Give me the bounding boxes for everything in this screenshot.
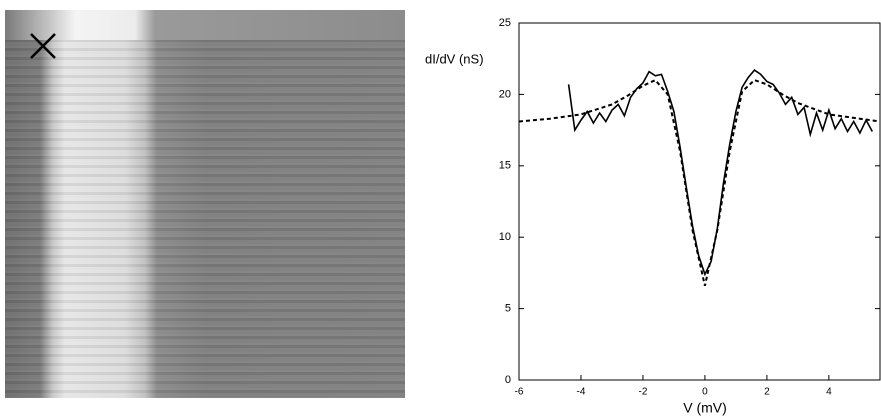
x-tick-label: -6 (515, 387, 524, 398)
y-tick-label: 20 (499, 88, 511, 100)
stm-image (5, 10, 405, 398)
x-tick-label: 2 (764, 387, 770, 398)
x-tick-label: -4 (577, 387, 586, 398)
x-tick-label: 4 (826, 387, 832, 398)
y-tick-label: 25 (499, 17, 511, 29)
stm-image-top (5, 10, 405, 40)
x-tick-label: 0 (702, 387, 708, 398)
x-tick-label: -2 (638, 387, 647, 398)
x-axis-label: V (mV) (683, 400, 727, 416)
y-tick-label: 5 (505, 303, 511, 315)
plot-frame (518, 22, 881, 381)
y-axis-label: dI/dV (nS) (425, 51, 484, 66)
y-tick-label: 15 (499, 160, 511, 172)
data-line (567, 69, 874, 277)
y-tick-label: 0 (505, 374, 511, 386)
y-tick-label: 10 (499, 231, 511, 243)
fit-line (518, 78, 881, 287)
cross-marker (30, 33, 56, 59)
